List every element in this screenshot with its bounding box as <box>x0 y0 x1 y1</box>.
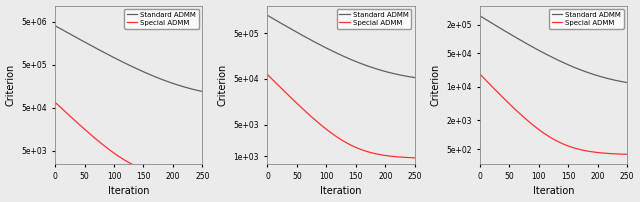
Standard ADMM <box>193 89 200 91</box>
Standard ADMM <box>477 15 484 17</box>
Standard ADMM <box>289 28 296 31</box>
Line: Special ADMM: Special ADMM <box>56 103 202 178</box>
Standard ADMM <box>536 49 543 52</box>
Special ADMM <box>477 74 484 76</box>
Line: Standard ADMM: Standard ADMM <box>268 16 415 78</box>
Legend: Standard ADMM, Special ADMM: Standard ADMM, Special ADMM <box>549 9 624 29</box>
Standard ADMM <box>113 58 120 60</box>
Y-axis label: Criterion: Criterion <box>218 63 228 106</box>
Special ADMM <box>52 102 60 104</box>
Line: Standard ADMM: Standard ADMM <box>481 16 627 83</box>
Standard ADMM <box>578 69 586 72</box>
Special ADMM <box>325 130 333 132</box>
Special ADMM <box>264 74 272 76</box>
Special ADMM <box>618 153 625 155</box>
Standard ADMM <box>264 15 272 17</box>
Standard ADMM <box>323 47 331 49</box>
Legend: Standard ADMM, Special ADMM: Standard ADMM, Special ADMM <box>337 9 412 29</box>
Special ADMM <box>323 128 331 131</box>
Line: Special ADMM: Special ADMM <box>268 75 415 158</box>
X-axis label: Iteration: Iteration <box>532 186 574 196</box>
Standard ADMM <box>411 76 419 79</box>
Standard ADMM <box>76 38 84 41</box>
Standard ADMM <box>623 81 631 84</box>
X-axis label: Iteration: Iteration <box>321 186 362 196</box>
Special ADMM <box>411 157 419 159</box>
Special ADMM <box>536 129 543 131</box>
Special ADMM <box>76 124 84 126</box>
Standard ADMM <box>405 75 413 78</box>
Standard ADMM <box>137 69 145 72</box>
Special ADMM <box>111 152 118 155</box>
Line: Special ADMM: Special ADMM <box>481 75 627 154</box>
Special ADMM <box>153 172 161 175</box>
Line: Standard ADMM: Standard ADMM <box>56 26 202 92</box>
Special ADMM <box>500 98 508 100</box>
Standard ADMM <box>349 59 356 62</box>
Special ADMM <box>561 144 569 146</box>
Standard ADMM <box>111 57 118 59</box>
Special ADMM <box>198 177 206 179</box>
Standard ADMM <box>618 80 625 83</box>
Standard ADMM <box>538 50 545 53</box>
Special ADMM <box>289 98 296 100</box>
Special ADMM <box>137 167 145 169</box>
Special ADMM <box>538 130 545 133</box>
Standard ADMM <box>198 90 206 93</box>
Standard ADMM <box>365 65 373 68</box>
X-axis label: Iteration: Iteration <box>108 186 150 196</box>
Special ADMM <box>365 151 373 154</box>
Special ADMM <box>193 177 200 179</box>
Y-axis label: Criterion: Criterion <box>6 63 15 106</box>
Y-axis label: Criterion: Criterion <box>430 63 440 106</box>
Standard ADMM <box>52 25 60 27</box>
Special ADMM <box>405 156 413 159</box>
Legend: Standard ADMM, Special ADMM: Standard ADMM, Special ADMM <box>124 9 199 29</box>
Standard ADMM <box>325 48 333 50</box>
Special ADMM <box>623 153 631 156</box>
Special ADMM <box>578 149 586 151</box>
Special ADMM <box>113 154 120 156</box>
Standard ADMM <box>561 62 569 65</box>
Standard ADMM <box>153 76 161 79</box>
Special ADMM <box>349 145 356 147</box>
Standard ADMM <box>500 30 508 32</box>
